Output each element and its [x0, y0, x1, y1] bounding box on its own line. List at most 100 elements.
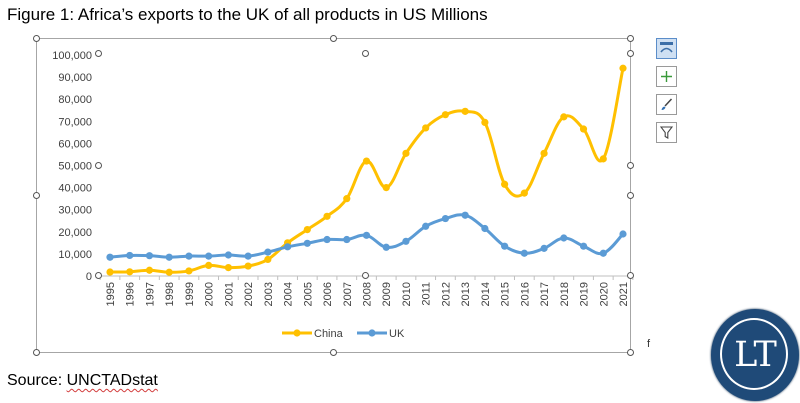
- legend-marker-uk: [368, 329, 376, 337]
- chart-styles-button[interactable]: [656, 94, 677, 115]
- y-tick-label: 80,000: [58, 94, 92, 106]
- series-layer: [106, 64, 627, 276]
- logo-ring: [720, 318, 788, 390]
- data-point-china: [540, 149, 548, 157]
- x-tick-label: 2016: [519, 282, 531, 306]
- x-tick-label: 2003: [263, 282, 275, 306]
- y-tick-label: 50,000: [58, 161, 92, 173]
- data-point-china: [520, 189, 528, 197]
- data-point-china: [382, 184, 390, 192]
- x-tick-label: 2019: [579, 282, 591, 306]
- filter-icon: [659, 126, 674, 139]
- data-point-uk: [106, 253, 114, 261]
- data-point-china: [619, 64, 627, 72]
- data-point-china: [501, 180, 509, 188]
- data-point-uk: [560, 234, 568, 242]
- x-tick-label: 2004: [283, 282, 295, 306]
- series-uk: [106, 211, 627, 261]
- legend-label-uk: UK: [389, 328, 405, 340]
- x-axis: 1995 1996 1997 1998 1999 2000 2001 2002 2003 2004…: [99, 275, 634, 306]
- y-tick-label: 60,000: [58, 138, 92, 150]
- y-tick-label: 30,000: [58, 205, 92, 217]
- data-point-china: [402, 149, 410, 157]
- x-tick-label: 2005: [302, 282, 314, 306]
- x-tick-label: 2013: [460, 282, 472, 306]
- chart-elements-button[interactable]: [656, 38, 677, 59]
- legend-item-uk: UK: [357, 328, 405, 340]
- data-point-china: [560, 113, 568, 121]
- y-tick-label: 40,000: [58, 183, 92, 195]
- data-point-china: [205, 261, 213, 269]
- x-tick-label: 1999: [184, 282, 196, 306]
- y-axis-tick-labels: 0 10,000 20,000 30,000 40,000 50,000 60,000 70,…: [52, 50, 92, 283]
- plot-handle-top-center[interactable]: [362, 50, 369, 57]
- x-tick-label: 2007: [342, 282, 354, 306]
- data-point-uk: [126, 251, 134, 260]
- lusakatimes-logo: LT: [711, 309, 799, 401]
- x-tick-label: 2020: [598, 282, 610, 306]
- plot-handle-middle-right[interactable]: [627, 162, 634, 169]
- data-point-uk: [599, 249, 607, 257]
- x-tick-label: 2018: [559, 282, 571, 306]
- data-point-china: [106, 268, 114, 276]
- source-link[interactable]: UNCTADstat: [66, 372, 158, 389]
- x-tick-label: 2012: [440, 282, 452, 306]
- chart-tools-panel: [656, 38, 680, 150]
- data-point-uk: [481, 224, 489, 233]
- source-citation: Source: UNCTADstat: [7, 372, 158, 390]
- x-tick-label: 2017: [539, 282, 551, 306]
- resize-handle-middle-left[interactable]: [33, 192, 40, 199]
- resize-handle-top-left[interactable]: [33, 35, 40, 42]
- data-point-uk: [540, 244, 548, 252]
- resize-handle-middle-right[interactable]: [627, 192, 634, 199]
- resize-handle-bottom-left[interactable]: [33, 349, 40, 356]
- y-tick-label: 0: [86, 271, 92, 283]
- y-tick-label: 20,000: [58, 227, 92, 239]
- brush-icon: [661, 98, 673, 110]
- data-point-uk: [185, 252, 193, 260]
- data-point-china: [244, 262, 252, 270]
- x-tick-label: 2015: [500, 282, 512, 306]
- plot-handle-bottom-left[interactable]: [95, 272, 102, 279]
- data-point-uk: [362, 231, 371, 239]
- x-tick-label: 1996: [125, 282, 137, 306]
- figure-title: Figure 1: Africa’s exports to the UK of …: [7, 5, 488, 24]
- x-tick-label: 2000: [204, 282, 216, 306]
- data-point-uk: [224, 251, 232, 259]
- x-tick-label: 1997: [144, 282, 156, 306]
- resize-handle-top-right[interactable]: [627, 35, 634, 42]
- plot-handle-top-right[interactable]: [627, 50, 634, 57]
- data-point-uk: [501, 242, 509, 250]
- data-point-china: [362, 157, 371, 165]
- y-tick-label: 100,000: [52, 50, 92, 62]
- resize-handle-top-center[interactable]: [330, 35, 337, 42]
- resize-handle-bottom-center[interactable]: [330, 349, 337, 356]
- data-point-china: [599, 155, 607, 163]
- data-point-uk: [264, 248, 272, 256]
- data-point-china: [145, 266, 154, 274]
- stray-character: f: [647, 338, 651, 350]
- data-point-uk: [165, 253, 173, 261]
- x-tick-label: 2008: [362, 282, 374, 306]
- data-point-uk: [579, 242, 588, 250]
- plot-handle-bottom-right[interactable]: [627, 272, 634, 279]
- plot-handle-bottom-center[interactable]: [362, 272, 369, 279]
- add-element-button[interactable]: [656, 66, 677, 87]
- data-point-uk: [619, 230, 627, 238]
- chart-filters-button[interactable]: [656, 122, 677, 143]
- data-point-china: [343, 195, 351, 203]
- data-point-china: [579, 125, 588, 133]
- data-point-uk: [343, 235, 351, 244]
- resize-handle-bottom-right[interactable]: [627, 349, 634, 356]
- legend-item-china: China: [282, 328, 344, 340]
- data-point-uk: [145, 252, 154, 260]
- logo-letters: LT: [734, 335, 777, 375]
- data-point-china: [185, 267, 193, 275]
- plot-handle-middle-left[interactable]: [95, 162, 102, 169]
- data-point-uk: [422, 222, 430, 230]
- data-point-china: [224, 264, 232, 272]
- plot-handle-top-left[interactable]: [95, 50, 102, 57]
- x-tick-label: 2010: [401, 282, 413, 306]
- data-point-uk: [244, 252, 252, 260]
